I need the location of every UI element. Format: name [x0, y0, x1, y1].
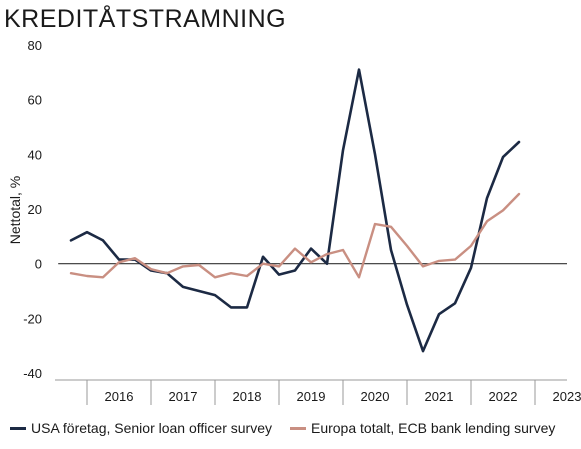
legend-label: USA företag, Senior loan officer survey [31, 420, 272, 436]
x-tick-label: 2019 [297, 389, 326, 404]
x-tick-label: 2017 [169, 389, 198, 404]
y-tick-label: 0 [35, 257, 42, 272]
x-axis-ticks: 2016 2017 2018 2019 2020 2021 2022 2023 [55, 379, 581, 405]
y-tick-label: 60 [28, 93, 42, 108]
legend-item-2: Europa totalt, ECB bank lending survey [289, 420, 556, 436]
y-tick-label: 40 [28, 147, 42, 162]
chart-title: KREDITÅTSTRAMNING [4, 5, 287, 33]
y-tick-label: -20 [23, 311, 42, 326]
x-tick-label: 2020 [361, 389, 390, 404]
x-tick-label: 2023 [553, 389, 581, 404]
y-tick-label: 20 [28, 202, 42, 217]
legend-swatch [289, 426, 306, 430]
legend-swatch [10, 426, 26, 430]
x-tick-label: 2021 [425, 389, 454, 404]
y-axis-label: Nettotal, % [7, 176, 23, 244]
y-tick-label: 80 [28, 38, 42, 53]
y-tick-label: -40 [23, 366, 42, 381]
series-line-2 [69, 192, 521, 279]
legend-label: Europa totalt, ECB bank lending survey [310, 420, 556, 436]
x-tick-label: 2016 [105, 389, 134, 404]
x-tick-label: 2022 [489, 389, 518, 404]
chart-legend: USA företag, Senior loan officer survey E… [10, 420, 555, 436]
series-line-1 [69, 68, 521, 353]
series-lines [69, 68, 521, 353]
x-tick-label: 2018 [233, 389, 262, 404]
legend-item-1: USA företag, Senior loan officer survey [10, 420, 272, 436]
